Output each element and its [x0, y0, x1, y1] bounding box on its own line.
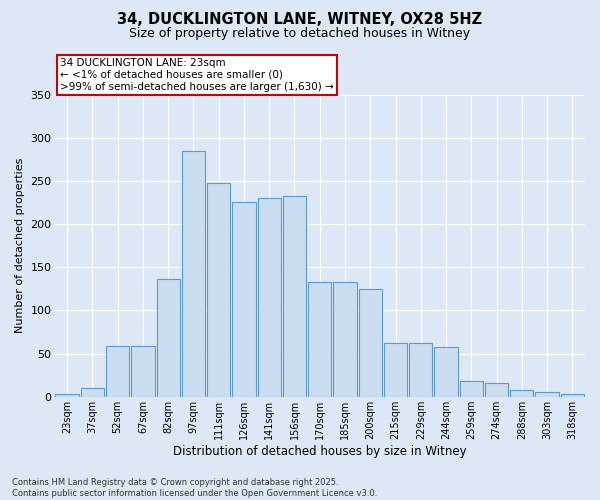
Bar	[283, 196, 306, 397]
Bar	[157, 280, 180, 397]
Bar	[55, 394, 79, 397]
Text: Contains HM Land Registry data © Crown copyright and database right 2025.
Contai: Contains HM Land Registry data © Crown c…	[12, 478, 377, 498]
Bar	[535, 392, 559, 397]
Bar	[485, 383, 508, 397]
Bar	[561, 394, 584, 397]
Bar	[460, 381, 483, 397]
Bar	[232, 202, 256, 397]
Bar	[409, 344, 433, 397]
Text: 34 DUCKLINGTON LANE: 23sqm
← <1% of detached houses are smaller (0)
>99% of semi: 34 DUCKLINGTON LANE: 23sqm ← <1% of deta…	[60, 58, 334, 92]
Bar	[384, 344, 407, 397]
Bar	[81, 388, 104, 397]
Y-axis label: Number of detached properties: Number of detached properties	[15, 158, 25, 334]
Bar	[106, 346, 129, 397]
Text: 34, DUCKLINGTON LANE, WITNEY, OX28 5HZ: 34, DUCKLINGTON LANE, WITNEY, OX28 5HZ	[118, 12, 482, 28]
Bar	[434, 346, 458, 397]
Bar	[359, 289, 382, 397]
Bar	[308, 282, 331, 397]
Bar	[257, 198, 281, 397]
Bar	[182, 150, 205, 397]
Bar	[334, 282, 356, 397]
Text: Size of property relative to detached houses in Witney: Size of property relative to detached ho…	[130, 28, 470, 40]
X-axis label: Distribution of detached houses by size in Witney: Distribution of detached houses by size …	[173, 444, 467, 458]
Bar	[131, 346, 155, 397]
Bar	[510, 390, 533, 397]
Bar	[207, 182, 230, 397]
